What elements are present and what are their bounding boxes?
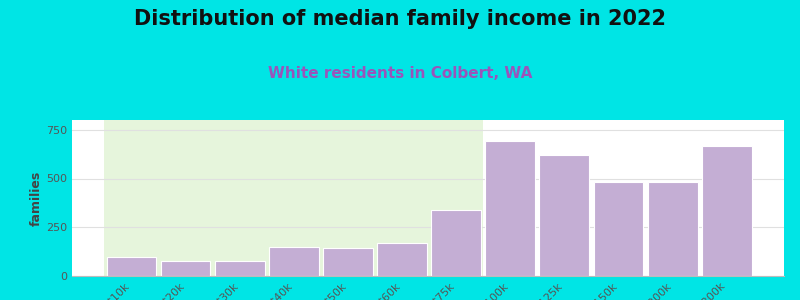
Bar xyxy=(594,182,643,276)
Bar xyxy=(161,261,210,276)
Bar xyxy=(323,248,373,276)
Text: Distribution of median family income in 2022: Distribution of median family income in … xyxy=(134,9,666,29)
Bar xyxy=(269,247,318,276)
Bar xyxy=(539,155,590,276)
Y-axis label: families: families xyxy=(30,170,43,226)
Bar xyxy=(486,141,535,276)
Bar xyxy=(214,261,265,276)
Bar xyxy=(431,210,481,276)
Bar xyxy=(104,120,483,276)
Bar xyxy=(702,146,752,276)
Text: White residents in Colbert, WA: White residents in Colbert, WA xyxy=(268,66,532,81)
Bar xyxy=(106,256,156,276)
Bar xyxy=(648,182,698,276)
Bar xyxy=(377,243,427,276)
